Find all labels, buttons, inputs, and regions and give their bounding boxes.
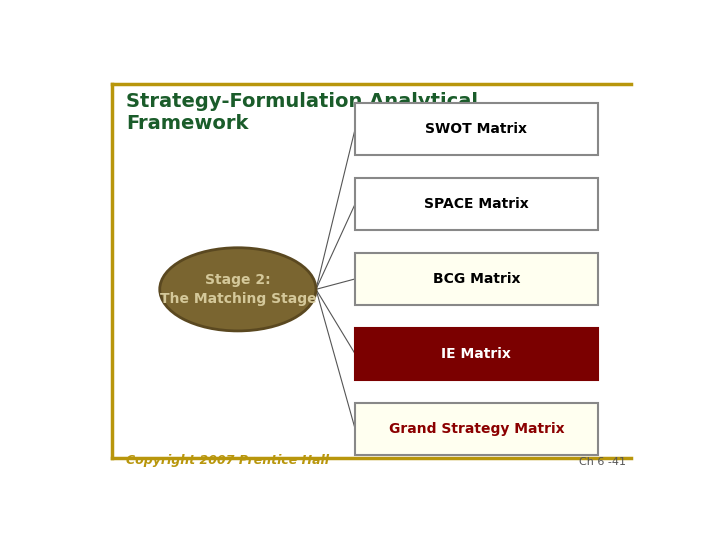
FancyBboxPatch shape	[355, 253, 598, 305]
Text: SPACE Matrix: SPACE Matrix	[424, 197, 528, 211]
FancyBboxPatch shape	[355, 103, 598, 155]
Text: Copyright 2007 Prentice Hall: Copyright 2007 Prentice Hall	[126, 454, 329, 467]
Text: SWOT Matrix: SWOT Matrix	[426, 122, 528, 136]
Text: Ch 6 -41: Ch 6 -41	[579, 457, 626, 467]
Text: Grand Strategy Matrix: Grand Strategy Matrix	[389, 422, 564, 436]
FancyBboxPatch shape	[355, 178, 598, 230]
Text: Strategy-Formulation Analytical
Framework: Strategy-Formulation Analytical Framewor…	[126, 92, 478, 133]
Text: Stage 2:
The Matching Stage: Stage 2: The Matching Stage	[160, 273, 316, 306]
Text: BCG Matrix: BCG Matrix	[433, 272, 520, 286]
Ellipse shape	[160, 248, 316, 331]
FancyBboxPatch shape	[355, 328, 598, 380]
FancyBboxPatch shape	[355, 403, 598, 455]
Text: IE Matrix: IE Matrix	[441, 347, 511, 361]
